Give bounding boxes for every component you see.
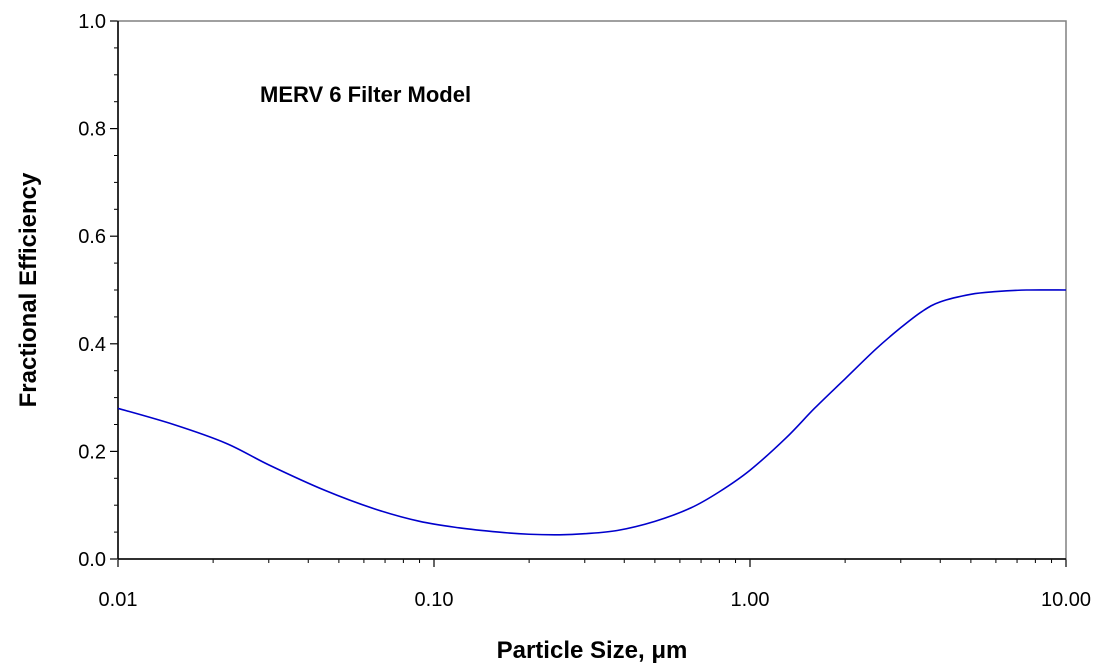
efficiency-curve xyxy=(117,289,1067,536)
x-minor-ticks xyxy=(212,559,1053,563)
y-axis-title: Fractional Efficiency xyxy=(15,172,42,407)
x-tick-label: 0.10 xyxy=(415,589,454,611)
chart-annotation: MERV 6 Filter Model xyxy=(260,82,471,107)
y-tick-label: 0.2 xyxy=(78,441,106,463)
x-tick-label: 0.01 xyxy=(99,589,138,611)
y-tick-label: 1.0 xyxy=(78,11,106,33)
y-major-ticks xyxy=(110,20,118,560)
series-layer xyxy=(117,289,1067,536)
y-tick-label: 0.6 xyxy=(78,226,106,248)
x-tick-label: 10.00 xyxy=(1041,589,1091,611)
y-tick-label: 0.0 xyxy=(78,549,106,571)
x-axis-title: Particle Size, μm xyxy=(497,637,688,664)
y-tick-labels: 0.0 0.2 0.4 0.6 0.8 1.0 xyxy=(78,11,106,571)
x-tick-labels: 0.01 0.10 1.00 10.00 xyxy=(99,589,1092,611)
x-tick-label: 1.00 xyxy=(731,589,770,611)
y-tick-label: 0.8 xyxy=(78,119,106,141)
x-major-ticks xyxy=(117,559,1067,567)
y-tick-label: 0.4 xyxy=(78,334,106,356)
